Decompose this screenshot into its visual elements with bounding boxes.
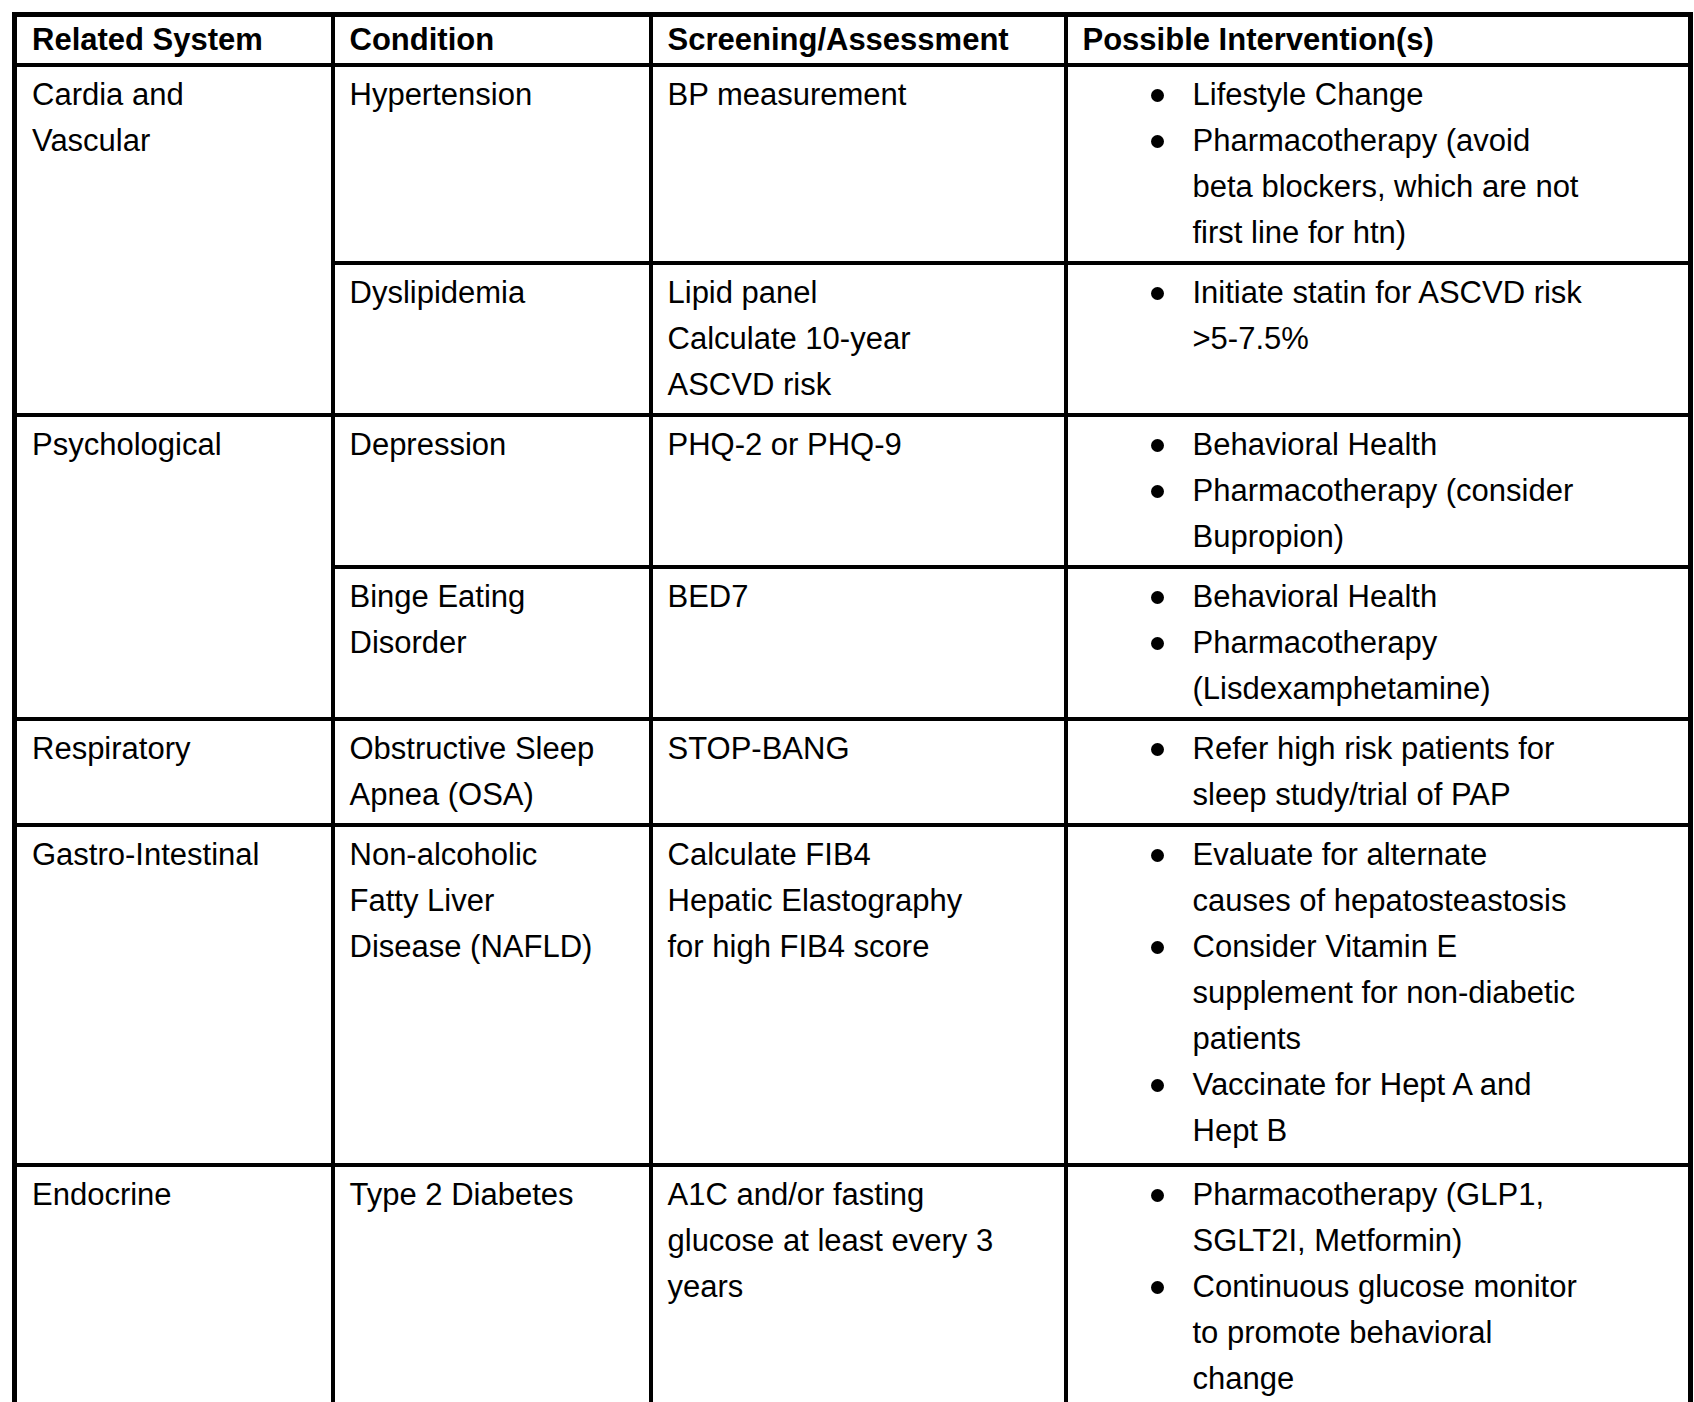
intervention-item: Lifestyle Change	[1083, 72, 1593, 118]
condition-label: Dyslipidemia	[350, 270, 612, 316]
intervention-item: Refer high risk patients for sleep study…	[1083, 726, 1593, 818]
screening-line: BED7	[668, 574, 998, 620]
intervention-list: Behavioral Health Pharmacotherapy (consi…	[1083, 422, 1675, 560]
cell-system-cardia-vascular: Cardia and Vascular	[15, 65, 333, 415]
intervention-list: Initiate statin for ASCVD risk >5-7.5%	[1083, 270, 1675, 362]
cell-screening-type-2-diabetes: A1C and/or fasting glucose at least ever…	[651, 1165, 1066, 1402]
cell-screening-dyslipidemia: Lipid panel Calculate 10-year ASCVD risk	[651, 263, 1066, 415]
cell-system-respiratory: Respiratory	[15, 719, 333, 825]
system-label: Respiratory	[32, 726, 308, 772]
cell-interventions-osa: Refer high risk patients for sleep study…	[1066, 719, 1691, 825]
cell-screening-nafld: Calculate FIB4 Hepatic Elastography for …	[651, 825, 1066, 1165]
cell-system-gastro-intestinal: Gastro-Intestinal	[15, 825, 333, 1165]
row-depression: Psychological Depression PHQ-2 or PHQ-9 …	[15, 415, 1691, 567]
cell-interventions-hypertension: Lifestyle Change Pharmacotherapy (avoid …	[1066, 65, 1691, 263]
condition-label: Type 2 Diabetes	[350, 1172, 612, 1218]
condition-label: Depression	[350, 422, 612, 468]
header-condition: Condition	[333, 15, 651, 66]
intervention-item: Pharmacotherapy (GLP1, SGLT2I, Metformin…	[1083, 1172, 1593, 1264]
intervention-list: Pharmacotherapy (GLP1, SGLT2I, Metformin…	[1083, 1172, 1675, 1402]
screening-line: STOP-BANG	[668, 726, 998, 772]
condition-label: Obstructive Sleep Apnea (OSA)	[350, 726, 612, 818]
system-label: Psychological	[32, 422, 308, 468]
condition-label: Non-alcoholic Fatty Liver Disease (NAFLD…	[350, 832, 612, 970]
cell-condition-depression: Depression	[333, 415, 651, 567]
system-label: Gastro-Intestinal	[32, 832, 308, 878]
cell-interventions-type-2-diabetes: Pharmacotherapy (GLP1, SGLT2I, Metformin…	[1066, 1165, 1691, 1402]
intervention-list: Refer high risk patients for sleep study…	[1083, 726, 1675, 818]
obesity-comorbidity-screening-table: Related System Condition Screening/Asses…	[12, 12, 1693, 1402]
cell-condition-dyslipidemia: Dyslipidemia	[333, 263, 651, 415]
screening-line: BP measurement	[668, 72, 998, 118]
condition-label: Hypertension	[350, 72, 612, 118]
screening-line: Lipid panel	[668, 270, 998, 316]
cell-system-psychological: Psychological	[15, 415, 333, 719]
cell-condition-hypertension: Hypertension	[333, 65, 651, 263]
cell-screening-depression: PHQ-2 or PHQ-9	[651, 415, 1066, 567]
intervention-list: Evaluate for alternate causes of hepatos…	[1083, 832, 1675, 1154]
intervention-item: Behavioral Health	[1083, 422, 1593, 468]
screening-line: Calculate FIB4	[668, 832, 998, 878]
header-possible-interventions: Possible Intervention(s)	[1066, 15, 1691, 66]
cell-interventions-depression: Behavioral Health Pharmacotherapy (consi…	[1066, 415, 1691, 567]
cell-condition-binge-eating: Binge Eating Disorder	[333, 567, 651, 719]
cell-interventions-nafld: Evaluate for alternate causes of hepatos…	[1066, 825, 1691, 1165]
row-type-2-diabetes: Endocrine Type 2 Diabetes A1C and/or fas…	[15, 1165, 1691, 1402]
intervention-item: Pharmacotherapy (Lisdexamphetamine)	[1083, 620, 1593, 712]
header-related-system: Related System	[15, 15, 333, 66]
cell-screening-hypertension: BP measurement	[651, 65, 1066, 263]
system-label: Endocrine	[32, 1172, 308, 1218]
row-nafld: Gastro-Intestinal Non-alcoholic Fatty Li…	[15, 825, 1691, 1165]
intervention-item: Initiate statin for ASCVD risk >5-7.5%	[1083, 270, 1593, 362]
cell-screening-binge-eating: BED7	[651, 567, 1066, 719]
system-label: Cardia and Vascular	[32, 72, 308, 164]
intervention-item: Vaccinate for Hept A and Hept B	[1083, 1062, 1593, 1154]
cell-system-endocrine: Endocrine	[15, 1165, 333, 1402]
cell-interventions-dyslipidemia: Initiate statin for ASCVD risk >5-7.5%	[1066, 263, 1691, 415]
intervention-list: Lifestyle Change Pharmacotherapy (avoid …	[1083, 72, 1675, 256]
cell-interventions-binge-eating: Behavioral Health Pharmacotherapy (Lisde…	[1066, 567, 1691, 719]
intervention-list: Behavioral Health Pharmacotherapy (Lisde…	[1083, 574, 1675, 712]
intervention-item: Pharmacotherapy (consider Bupropion)	[1083, 468, 1593, 560]
screening-line: PHQ-2 or PHQ-9	[668, 422, 998, 468]
row-hypertension: Cardia and Vascular Hypertension BP meas…	[15, 65, 1691, 263]
intervention-item: Behavioral Health	[1083, 574, 1593, 620]
intervention-item: Continuous glucose monitor to promote be…	[1083, 1264, 1593, 1402]
cell-condition-type-2-diabetes: Type 2 Diabetes	[333, 1165, 651, 1402]
screening-line: A1C and/or fasting glucose at least ever…	[668, 1172, 998, 1310]
cell-condition-osa: Obstructive Sleep Apnea (OSA)	[333, 719, 651, 825]
header-row: Related System Condition Screening/Asses…	[15, 15, 1691, 66]
cell-screening-osa: STOP-BANG	[651, 719, 1066, 825]
intervention-item: Evaluate for alternate causes of hepatos…	[1083, 832, 1593, 924]
screening-line: Hepatic Elastography for high FIB4 score	[668, 878, 998, 970]
condition-label: Binge Eating Disorder	[350, 574, 612, 666]
screening-line: Calculate 10-year ASCVD risk	[668, 316, 998, 408]
row-obstructive-sleep-apnea: Respiratory Obstructive Sleep Apnea (OSA…	[15, 719, 1691, 825]
cell-condition-nafld: Non-alcoholic Fatty Liver Disease (NAFLD…	[333, 825, 651, 1165]
header-screening-assessment: Screening/Assessment	[651, 15, 1066, 66]
intervention-item: Pharmacotherapy (avoid beta blockers, wh…	[1083, 118, 1593, 256]
document-page: Related System Condition Screening/Asses…	[0, 0, 1694, 1402]
intervention-item: Consider Vitamin E supplement for non-di…	[1083, 924, 1593, 1062]
